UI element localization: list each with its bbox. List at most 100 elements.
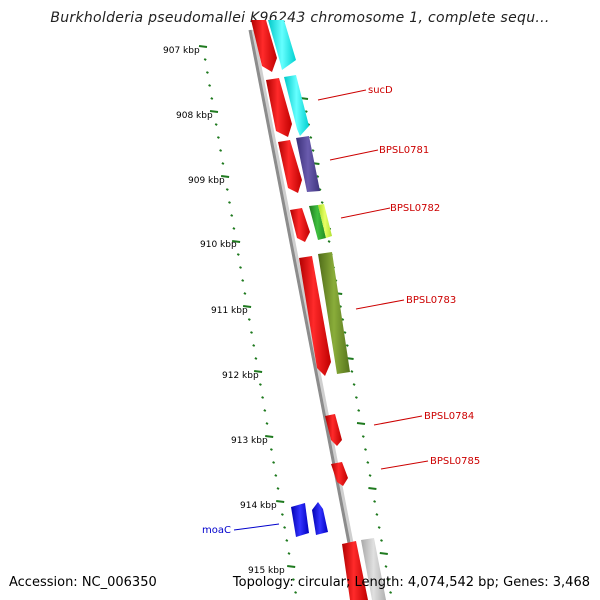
minor-tick <box>345 344 349 347</box>
major-tick <box>242 305 252 308</box>
major-tick <box>276 500 285 503</box>
kbp-label: 913 kbp <box>231 436 268 446</box>
kbp-label: 914 kbp <box>240 501 277 511</box>
gene-feature-olive[interactable] <box>318 252 350 374</box>
kbp-label: 907 kbp <box>163 46 200 56</box>
minor-tick <box>269 448 273 451</box>
minor-tick <box>250 331 253 334</box>
minor-tick <box>375 513 379 516</box>
minor-tick <box>343 331 347 334</box>
minor-tick <box>239 266 242 269</box>
minor-tick <box>232 227 236 230</box>
minor-tick <box>261 396 265 399</box>
minor-tick <box>354 396 358 399</box>
kbp-label: 911 kbp <box>211 306 248 316</box>
minor-tick <box>236 253 240 256</box>
gene-label-BPSL0783[interactable]: BPSL0783 <box>406 295 456 306</box>
minor-tick <box>263 409 267 412</box>
minor-tick <box>291 578 295 581</box>
gene-feature-red[interactable] <box>290 208 310 242</box>
minor-tick <box>210 97 214 100</box>
map-title: Burkholderia pseudomallei K96243 chromos… <box>50 10 550 26</box>
minor-tick <box>361 435 365 438</box>
minor-tick <box>352 383 356 386</box>
gene-feature-cyan[interactable] <box>284 75 309 136</box>
gene-feature-lime[interactable] <box>318 204 332 238</box>
gene-feature-red[interactable] <box>325 414 342 446</box>
minor-tick <box>216 136 220 139</box>
gene-feature-blue[interactable] <box>291 503 309 537</box>
minor-tick <box>357 409 361 412</box>
minor-tick <box>203 58 207 61</box>
label-leaders <box>233 89 429 531</box>
minor-tick <box>272 461 276 464</box>
kbp-label: 909 kbp <box>188 176 225 186</box>
gene-label-BPSL0782[interactable]: BPSL0782 <box>390 203 440 214</box>
gene-feature-red[interactable] <box>278 140 302 193</box>
major-tick <box>356 422 366 425</box>
gene-label-BPSL0784[interactable]: BPSL0784 <box>424 411 474 422</box>
minor-tick <box>311 149 315 152</box>
minor-tick <box>283 526 287 529</box>
major-tick <box>209 110 219 113</box>
kbp-label: 910 kbp <box>200 240 237 250</box>
minor-tick <box>389 591 393 594</box>
gene-feature-red[interactable] <box>342 541 368 600</box>
gene-label-sucD[interactable]: sucD <box>368 85 393 96</box>
minor-tick <box>247 318 251 321</box>
inner-tick-track <box>198 45 298 594</box>
gene-feature-red[interactable] <box>251 20 277 72</box>
minor-tick <box>241 279 245 282</box>
gene-feature-red[interactable] <box>331 462 348 486</box>
minor-tick <box>225 188 229 191</box>
minor-tick <box>384 565 388 568</box>
minor-tick <box>366 461 370 464</box>
gene-label-BPSL0785[interactable]: BPSL0785 <box>430 456 480 467</box>
minor-tick <box>320 201 324 204</box>
gene-feature-green[interactable] <box>309 205 326 240</box>
minor-tick <box>208 84 212 87</box>
minor-tick <box>285 539 289 542</box>
minor-tick <box>276 487 280 490</box>
minor-tick <box>280 513 284 516</box>
minor-tick <box>274 474 278 477</box>
minor-tick <box>304 110 308 113</box>
kbp-label: 912 kbp <box>222 371 259 381</box>
minor-tick <box>252 344 256 347</box>
minor-tick <box>294 591 298 594</box>
minor-tick <box>219 149 223 152</box>
minor-tick <box>230 214 234 217</box>
minor-tick <box>377 526 381 529</box>
major-tick <box>287 565 296 568</box>
major-tick <box>368 487 377 490</box>
gene-feature-cyan[interactable] <box>268 20 296 70</box>
minor-tick <box>243 292 247 295</box>
gene-labels: sucD BPSL0781 BPSL0782 BPSL0783 BPSL0784… <box>202 85 480 536</box>
minor-tick <box>316 175 320 178</box>
gene-label-BPSL0781[interactable]: BPSL0781 <box>379 145 429 156</box>
gene-feature-red[interactable] <box>299 256 331 376</box>
minor-tick <box>228 201 231 204</box>
minor-tick <box>327 240 331 243</box>
minor-tick <box>364 448 367 451</box>
minor-tick <box>287 552 291 555</box>
kbp-labels: 907 kbp 908 kbp 909 kbp 910 kbp 911 kbp … <box>163 46 285 576</box>
kbp-label: 915 kbp <box>248 566 285 576</box>
genome-summary-text: Topology: circular; Length: 4,074,542 bp… <box>232 575 590 590</box>
gene-feature-red[interactable] <box>266 78 292 137</box>
gene-feature-blue[interactable] <box>312 502 328 535</box>
gene-features <box>251 20 386 600</box>
gene-label-moaC[interactable]: moaC <box>202 525 231 536</box>
gene-feature-navy[interactable] <box>296 136 320 192</box>
major-tick <box>379 552 388 555</box>
minor-tick <box>254 357 258 360</box>
minor-tick <box>258 383 262 386</box>
minor-tick <box>265 422 269 425</box>
minor-tick <box>350 370 354 373</box>
major-tick <box>231 240 241 243</box>
minor-tick <box>380 539 383 542</box>
kbp-label: 908 kbp <box>176 111 213 121</box>
gene-feature-grey[interactable] <box>361 538 386 600</box>
minor-tick <box>373 500 377 503</box>
